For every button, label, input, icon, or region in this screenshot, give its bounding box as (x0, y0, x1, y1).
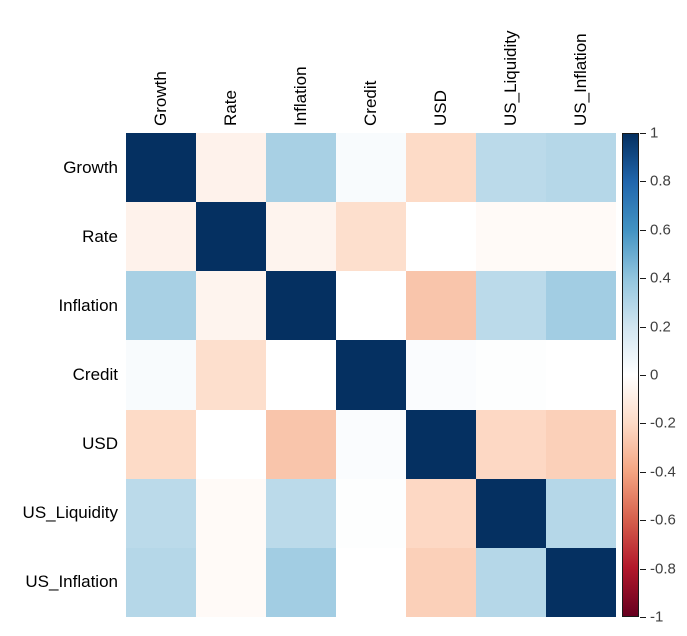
heatmap-cell-USD-Credit (336, 409, 406, 479)
heatmap-cell-US_Liquidity-Rate (196, 478, 266, 548)
heatmap-cell-USD-USD (406, 409, 476, 479)
row-label-Growth: Growth (63, 157, 118, 177)
column-label-Rate: Rate (221, 90, 240, 126)
heatmap-cell-Inflation-USD (406, 271, 476, 341)
heatmap-cell-US_Liquidity-US_Inflation (546, 478, 616, 548)
heatmap-cell-US_Liquidity-Credit (336, 478, 406, 548)
row-label-Inflation: Inflation (58, 295, 118, 315)
column-label-Growth: Growth (151, 71, 170, 126)
colorbar-tick-label--0.8: -0.8 (650, 560, 676, 578)
heatmap-cell-Inflation-Inflation (266, 271, 336, 341)
colorbar-tick-mark (640, 133, 646, 134)
column-label-Credit: Credit (361, 80, 380, 126)
heatmap-cell-Rate-Growth (126, 202, 196, 272)
heatmap-cell-USD-US_Inflation (546, 409, 616, 479)
heatmap-cell-Credit-US_Liquidity (476, 340, 546, 410)
row-label-US_Liquidity: US_Liquidity (22, 503, 118, 523)
heatmap-cell-Credit-Growth (126, 340, 196, 410)
heatmap-cell-Growth-Rate (196, 133, 266, 203)
colorbar-tick-mark (640, 423, 646, 425)
colorbar-tick-mark (640, 181, 646, 183)
colorbar-tick-mark (640, 471, 646, 473)
heatmap-cell-Growth-US_Liquidity (476, 133, 546, 203)
colorbar-tick-mark (640, 617, 646, 618)
heatmap-cell-US_Inflation-US_Inflation (546, 547, 616, 617)
heatmap-cell-US_Inflation-Inflation (266, 547, 336, 617)
colorbar-tick-label-0: 0 (650, 366, 659, 384)
heatmap-cell-US_Inflation-Credit (336, 547, 406, 617)
heatmap-cell-Credit-USD (406, 340, 476, 410)
heatmap-cell-USD-Inflation (266, 409, 336, 479)
heatmap-cell-Credit-Rate (196, 340, 266, 410)
heatmap-cell-USD-US_Liquidity (476, 409, 546, 479)
heatmap-cell-Inflation-US_Inflation (546, 271, 616, 341)
colorbar-tick-mark (640, 326, 646, 328)
heatmap-cell-Rate-US_Inflation (546, 202, 616, 272)
colorbar-tick-label--0.2: -0.2 (650, 414, 676, 432)
column-label-US_Liquidity: US_Liquidity (501, 30, 520, 126)
colorbar-tick-mark (640, 229, 646, 231)
heatmap-cell-US_Inflation-USD (406, 547, 476, 617)
colorbar-tick-mark (640, 520, 646, 522)
colorbar-tick-mark (640, 278, 646, 280)
heatmap-cell-US_Liquidity-Inflation (266, 478, 336, 548)
heatmap-cell-US_Inflation-US_Liquidity (476, 547, 546, 617)
heatmap-cell-Rate-USD (406, 202, 476, 272)
heatmap-cell-Credit-Inflation (266, 340, 336, 410)
column-label-Inflation: Inflation (291, 66, 310, 126)
heatmap-cell-US_Inflation-Growth (126, 547, 196, 617)
heatmap-cell-Inflation-US_Liquidity (476, 271, 546, 341)
colorbar-tick-label-0.4: 0.4 (650, 269, 671, 287)
row-label-USD: USD (82, 434, 118, 454)
row-label-US_Inflation: US_Inflation (25, 572, 118, 592)
heatmap-cell-Rate-Credit (336, 202, 406, 272)
heatmap-cell-Growth-Credit (336, 133, 406, 203)
heatmap-cell-USD-Growth (126, 409, 196, 479)
colorbar-tick-label-0.2: 0.2 (650, 318, 671, 336)
heatmap-cell-US_Liquidity-USD (406, 478, 476, 548)
heatmap-cell-Growth-US_Inflation (546, 133, 616, 203)
colorbar-tick-label--0.4: -0.4 (650, 463, 676, 481)
column-label-US_Inflation: US_Inflation (571, 33, 590, 126)
heatmap-cell-Rate-US_Liquidity (476, 202, 546, 272)
colorbar-tick-label--1: -1 (650, 608, 664, 626)
heatmap-cell-Growth-USD (406, 133, 476, 203)
heatmap-cell-Inflation-Credit (336, 271, 406, 341)
heatmap-cell-Growth-Growth (126, 133, 196, 203)
colorbar-tick-mark (640, 568, 646, 570)
heatmap-cell-US_Liquidity-Growth (126, 478, 196, 548)
heatmap-cell-US_Inflation-Rate (196, 547, 266, 617)
heatmap-cell-Growth-Inflation (266, 133, 336, 203)
heatmap-cell-Credit-US_Inflation (546, 340, 616, 410)
colorbar-tick-label-1: 1 (650, 124, 659, 142)
colorbar-tick-label--0.6: -0.6 (650, 511, 676, 529)
heatmap-cell-US_Liquidity-US_Liquidity (476, 478, 546, 548)
colorbar-tick-label-0.6: 0.6 (650, 221, 671, 239)
heatmap-cell-Credit-Credit (336, 340, 406, 410)
colorbar-gradient (622, 133, 639, 617)
heatmap-grid (126, 133, 616, 617)
row-label-Rate: Rate (82, 226, 118, 246)
heatmap-cell-Inflation-Rate (196, 271, 266, 341)
heatmap-cell-Inflation-Growth (126, 271, 196, 341)
heatmap-cell-USD-Rate (196, 409, 266, 479)
heatmap-cell-Rate-Rate (196, 202, 266, 272)
column-label-USD: USD (431, 90, 450, 126)
colorbar-tick-label-0.8: 0.8 (650, 172, 671, 190)
heatmap-cell-Rate-Inflation (266, 202, 336, 272)
row-label-Credit: Credit (72, 364, 118, 384)
colorbar-tick-mark (640, 375, 646, 376)
